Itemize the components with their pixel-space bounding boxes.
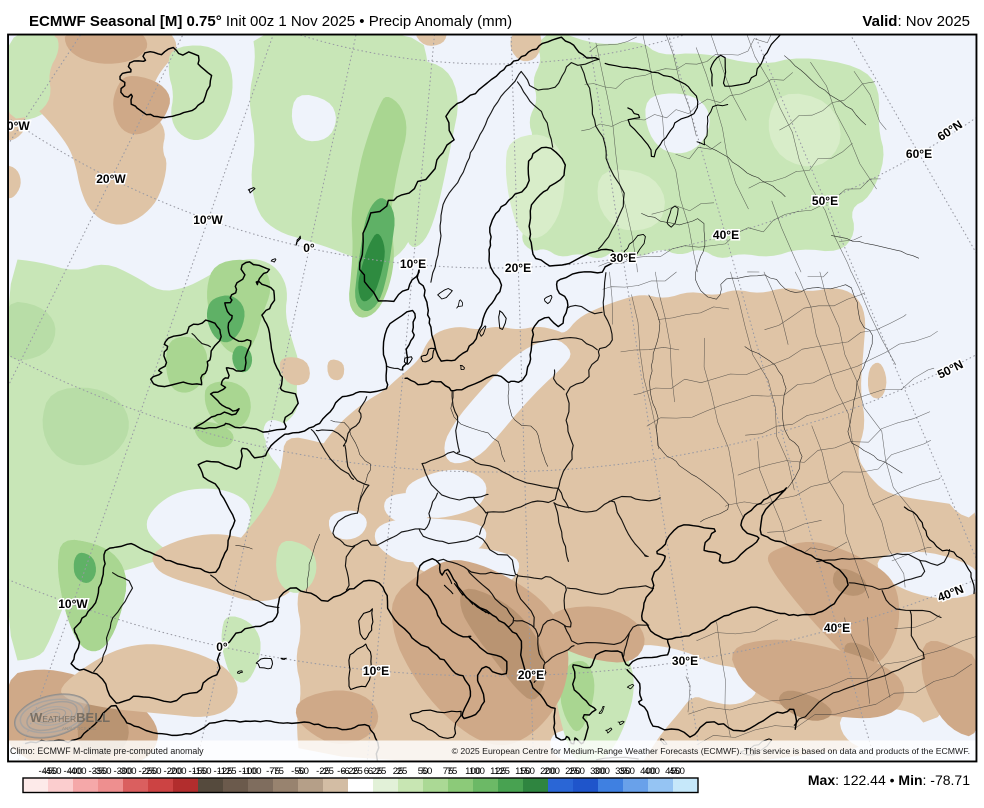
svg-text:-250: -250: [142, 766, 161, 777]
svg-text:350: 350: [619, 766, 635, 777]
svg-text:-125: -125: [213, 766, 232, 777]
svg-text:-6.25: -6.25: [341, 766, 363, 777]
svg-text:-400: -400: [63, 766, 82, 777]
svg-text:350: 350: [615, 766, 631, 777]
svg-text:60°E: 60°E: [906, 147, 932, 161]
svg-text:75: 75: [447, 766, 458, 777]
svg-text:WEATHERBELL: WEATHERBELL: [30, 710, 110, 725]
svg-text:Climo: ECMWF M-climate pre-com: Climo: ECMWF M-climate pre-computed anom…: [10, 746, 204, 756]
svg-text:400: 400: [640, 766, 656, 777]
svg-text:6.25: 6.25: [368, 766, 387, 777]
svg-text:250: 250: [565, 766, 581, 777]
svg-text:-100: -100: [238, 766, 257, 777]
svg-text:100: 100: [465, 766, 481, 777]
svg-text:-6.25: -6.25: [337, 766, 359, 777]
svg-text:40°E: 40°E: [713, 228, 739, 242]
svg-text:50: 50: [418, 766, 429, 777]
svg-text:-200: -200: [167, 766, 186, 777]
svg-text:150: 150: [515, 766, 531, 777]
svg-text:300: 300: [594, 766, 610, 777]
svg-text:-450: -450: [42, 766, 61, 777]
svg-text:50: 50: [422, 766, 433, 777]
svg-text:20°W: 20°W: [96, 172, 126, 186]
svg-text:30°W: 30°W: [0, 119, 30, 133]
svg-text:-25: -25: [316, 766, 330, 777]
svg-text:20°E: 20°E: [505, 261, 531, 275]
svg-text:200: 200: [540, 766, 556, 777]
svg-text:-350: -350: [92, 766, 111, 777]
svg-text:40°E: 40°E: [824, 621, 850, 635]
svg-text:-75: -75: [266, 766, 280, 777]
svg-text:125: 125: [490, 766, 506, 777]
svg-text:-50: -50: [295, 766, 309, 777]
svg-text:100: 100: [469, 766, 485, 777]
svg-text:-250: -250: [138, 766, 157, 777]
svg-text:-400: -400: [67, 766, 86, 777]
svg-text:50°E: 50°E: [812, 194, 838, 208]
svg-text:0°: 0°: [303, 241, 315, 255]
svg-text:-125: -125: [217, 766, 236, 777]
svg-text:250: 250: [569, 766, 585, 777]
svg-text:-300: -300: [117, 766, 136, 777]
svg-text:30°E: 30°E: [672, 654, 698, 668]
svg-text:450: 450: [665, 766, 681, 777]
svg-text:-150: -150: [192, 766, 211, 777]
svg-text:© 2025 European Centre for Med: © 2025 European Centre for Medium-Range …: [452, 746, 970, 756]
svg-text:6.25: 6.25: [364, 766, 383, 777]
svg-text:200: 200: [544, 766, 560, 777]
svg-text:10°E: 10°E: [400, 257, 426, 271]
svg-text:125: 125: [494, 766, 510, 777]
svg-text:-25: -25: [320, 766, 334, 777]
svg-text:ANALYTICS LLC: ANALYTICS LLC: [62, 726, 97, 731]
svg-text:-450: -450: [38, 766, 57, 777]
svg-text:10°W: 10°W: [193, 213, 223, 227]
svg-text:-100: -100: [242, 766, 261, 777]
svg-text:10°E: 10°E: [363, 664, 389, 678]
svg-text:20°E: 20°E: [518, 668, 544, 682]
svg-text:-150: -150: [188, 766, 207, 777]
svg-text:-200: -200: [163, 766, 182, 777]
svg-text:75: 75: [443, 766, 454, 777]
svg-text:-75: -75: [270, 766, 284, 777]
svg-text:30°E: 30°E: [610, 251, 636, 265]
svg-text:25: 25: [397, 766, 408, 777]
svg-text:150: 150: [519, 766, 535, 777]
svg-text:450: 450: [669, 766, 685, 777]
svg-text:10°W: 10°W: [58, 597, 88, 611]
svg-text:300: 300: [590, 766, 606, 777]
svg-text:0°: 0°: [216, 640, 228, 654]
svg-text:25: 25: [393, 766, 404, 777]
svg-text:-350: -350: [88, 766, 107, 777]
svg-text:400: 400: [644, 766, 660, 777]
svg-text:-50: -50: [291, 766, 305, 777]
svg-text:-300: -300: [113, 766, 132, 777]
